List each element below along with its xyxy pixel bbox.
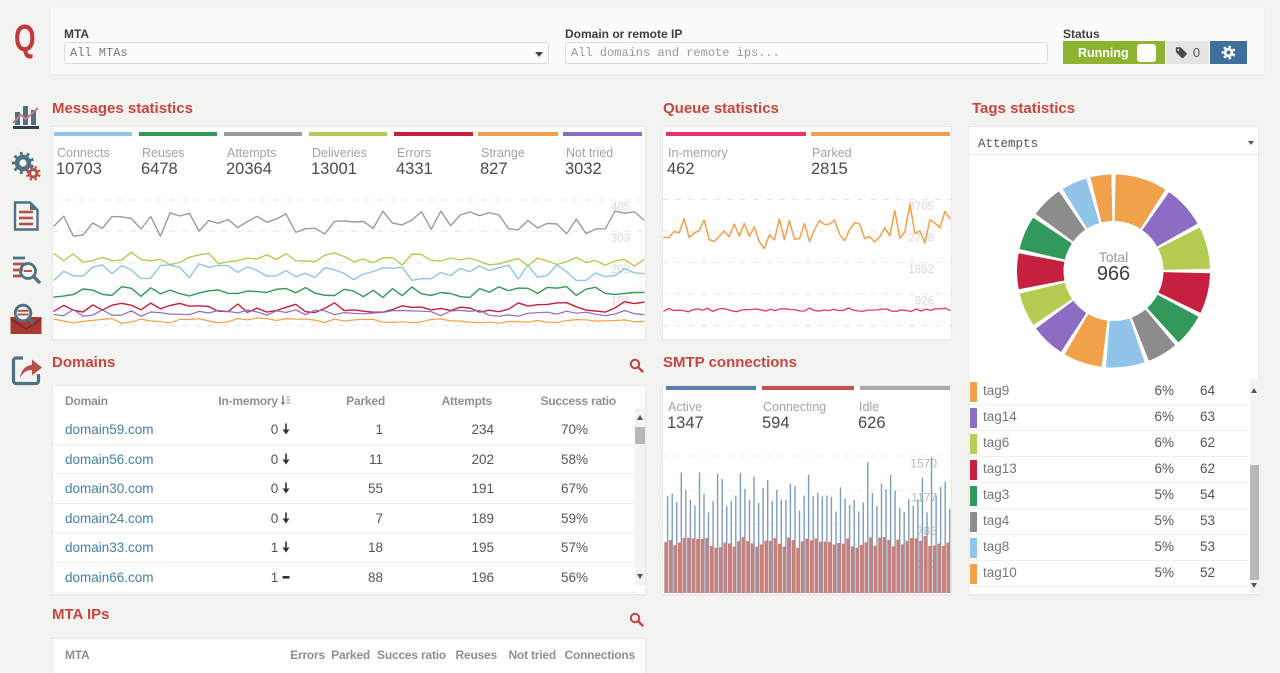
svg-text:303: 303 — [611, 233, 630, 245]
svg-text:926: 926 — [915, 296, 934, 308]
svg-text:101: 101 — [611, 296, 630, 308]
svg-text:966: 966 — [1097, 263, 1130, 285]
svg-text:3705: 3705 — [908, 201, 934, 213]
svg-text:1177: 1177 — [911, 491, 937, 505]
svg-text:405: 405 — [611, 202, 630, 214]
svg-text:202: 202 — [611, 264, 630, 276]
svg-text:1570: 1570 — [910, 457, 937, 471]
svg-text:1852: 1852 — [908, 264, 934, 276]
svg-text:2778: 2778 — [908, 233, 934, 245]
svg-text:Total: Total — [1099, 249, 1129, 265]
